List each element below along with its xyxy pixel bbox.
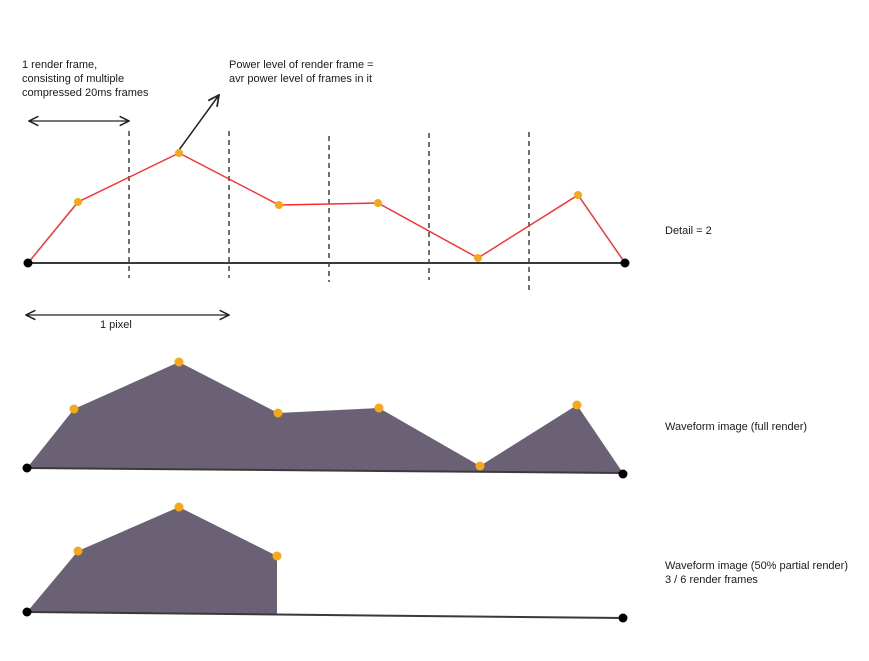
endpoint-dot: [22, 607, 32, 617]
waveform-partial-fill: [27, 507, 277, 615]
full-power-points: [69, 357, 582, 471]
power-point: [572, 400, 582, 410]
power-point: [74, 198, 82, 206]
power-level-pointer-arrow: [178, 95, 219, 151]
endpoint-dot: [618, 613, 628, 623]
panel-label-full: Waveform image (full render): [665, 421, 807, 433]
endpoint-dot: [23, 258, 33, 268]
power-point: [475, 461, 485, 471]
power-level-note: Power level of render frame = avr power …: [229, 59, 377, 85]
panel-label-partial: Waveform image (50% partial render) 3 / …: [665, 560, 851, 586]
power-point: [174, 357, 184, 367]
power-point: [272, 551, 282, 561]
power-point: [174, 502, 184, 512]
render-frame-note: 1 render frame, consisting of multiple c…: [22, 59, 149, 99]
pixel-label: 1 pixel: [100, 319, 132, 331]
full-baseline: [26, 467, 624, 474]
detail-frame-dividers: [128, 131, 530, 290]
power-point: [374, 199, 382, 207]
endpoint-dot: [618, 469, 628, 479]
detail-power-points: [74, 149, 582, 262]
power-point: [175, 149, 183, 157]
power-point: [273, 408, 283, 418]
partial-baseline: [26, 611, 624, 619]
power-level-line: [27, 152, 626, 264]
endpoint-dot: [620, 258, 630, 268]
power-point: [474, 254, 482, 262]
power-point: [374, 403, 384, 413]
power-point: [69, 404, 79, 414]
waveform-full-fill: [27, 362, 623, 473]
endpoint-dot: [22, 463, 32, 473]
power-point: [275, 201, 283, 209]
power-point: [73, 546, 83, 556]
panel-label-detail: Detail = 2: [665, 225, 712, 237]
power-point: [574, 191, 582, 199]
partial-power-points: [73, 502, 282, 561]
